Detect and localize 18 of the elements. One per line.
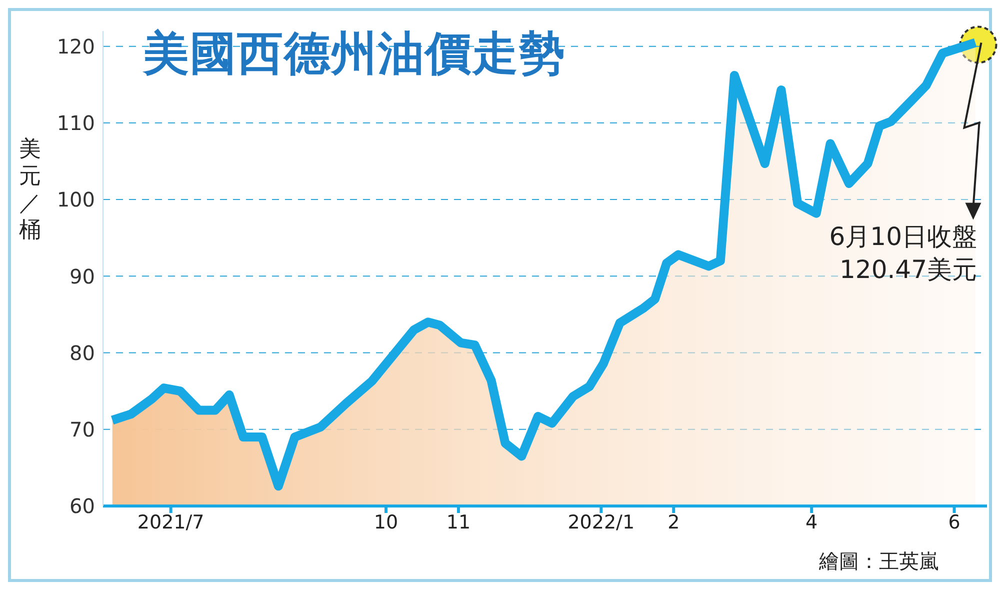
x-tick-label: 2022/1: [568, 511, 635, 534]
x-tick-label: 6: [948, 511, 960, 534]
y-tick-label: 110: [56, 111, 95, 136]
chart-title: 美國西德州油價走勢: [143, 25, 566, 82]
x-tick-label: 11: [446, 511, 471, 534]
annotation: 6月10日收盤 120.47美元: [829, 220, 977, 286]
y-axis-title: 美元／桶: [18, 136, 42, 244]
y-tick-label: 60: [70, 494, 95, 518]
y-tick-label: 100: [56, 188, 95, 212]
y-tick-label: 80: [70, 340, 95, 365]
y-tick-label: 70: [70, 417, 95, 442]
x-tick-label: 10: [374, 511, 398, 534]
x-tick-label: 4: [806, 511, 818, 534]
x-tick-label: 2: [668, 511, 680, 534]
x-tick-label: 2021/7: [137, 511, 204, 534]
y-tick-label: 120: [56, 34, 95, 58]
y-tick-label: 90: [70, 264, 95, 288]
text: 繪圖：王英嵐: [819, 548, 939, 575]
